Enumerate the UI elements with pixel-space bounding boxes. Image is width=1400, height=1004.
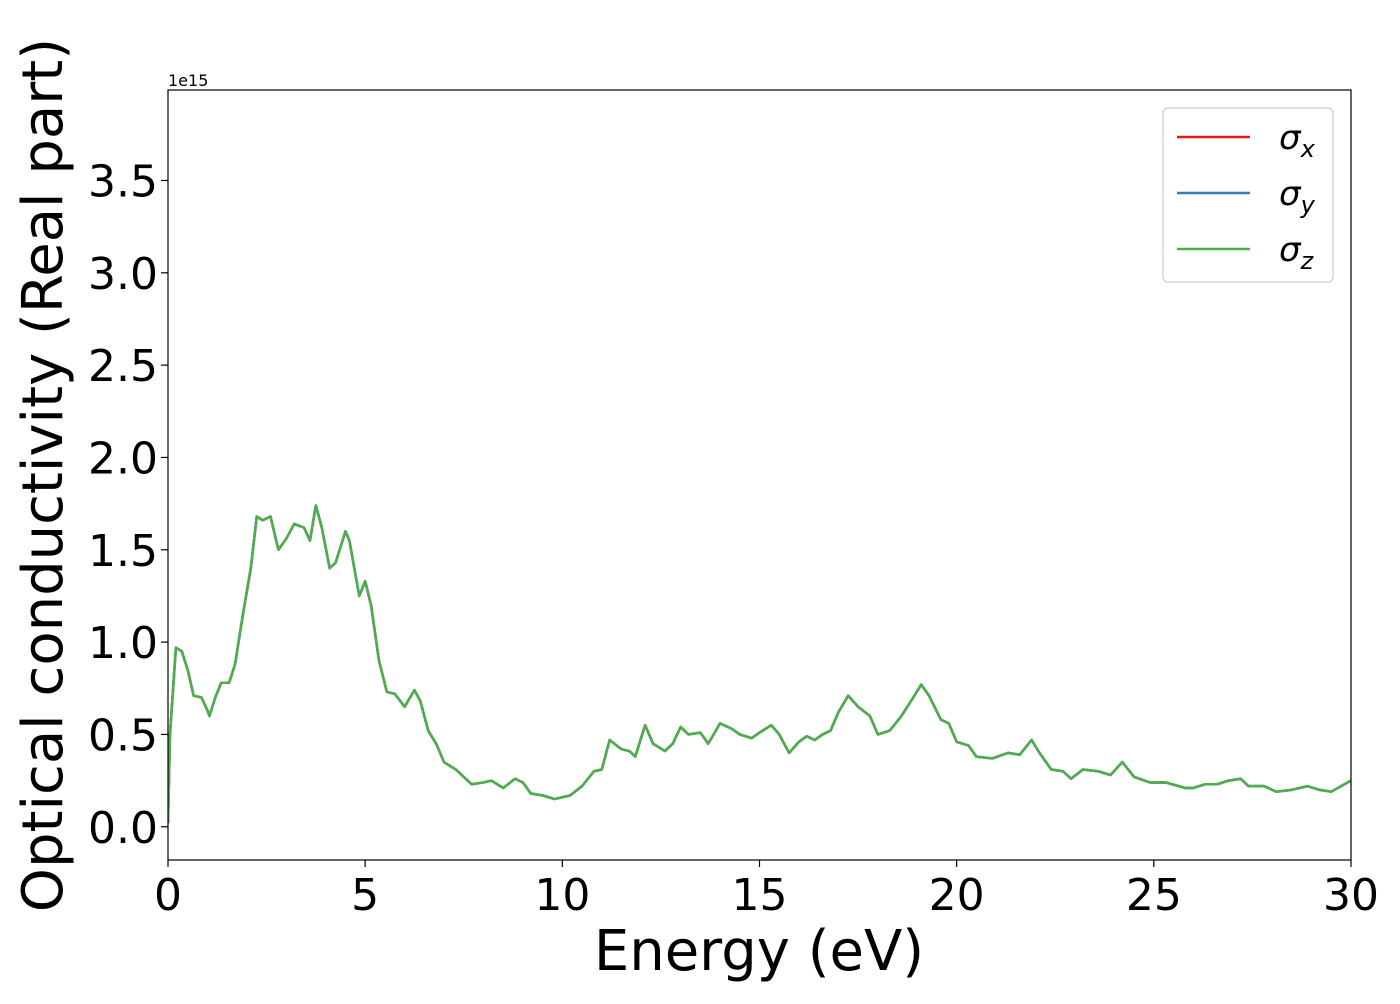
- series-line: [168, 504, 1351, 824]
- x-tick-label: 10: [534, 870, 590, 921]
- x-tick-label: 20: [929, 870, 985, 921]
- series-line: [168, 504, 1351, 824]
- y-tick-label: 3.0: [88, 249, 158, 300]
- y-tick-label: 1.0: [88, 618, 158, 669]
- y-tick-label: 0.5: [88, 710, 158, 761]
- offset-text: 1e15: [168, 71, 208, 90]
- x-tick-label: 5: [351, 870, 379, 921]
- x-tick-label: 0: [154, 870, 182, 921]
- y-tick-label: 1.5: [88, 526, 158, 577]
- legend-box: [1162, 107, 1334, 283]
- y-tick-label: 0.0: [88, 803, 158, 854]
- y-axis-title: Optical conductivity (Real part): [11, 38, 76, 912]
- series-line: [168, 504, 1351, 824]
- x-tick-label: 25: [1126, 870, 1182, 921]
- legend-label: σz: [1279, 230, 1315, 275]
- legend-label: σx: [1279, 118, 1316, 163]
- y-tick-label: 3.5: [88, 156, 158, 207]
- y-tick-label: 2.5: [88, 341, 158, 392]
- y-tick-label: 2.0: [88, 433, 158, 484]
- x-tick-label: 30: [1323, 870, 1379, 921]
- legend-label: σy: [1279, 174, 1316, 219]
- x-axis-title: Energy (eV): [594, 919, 924, 984]
- plot-frame: [167, 89, 1352, 861]
- x-tick-label: 15: [732, 870, 788, 921]
